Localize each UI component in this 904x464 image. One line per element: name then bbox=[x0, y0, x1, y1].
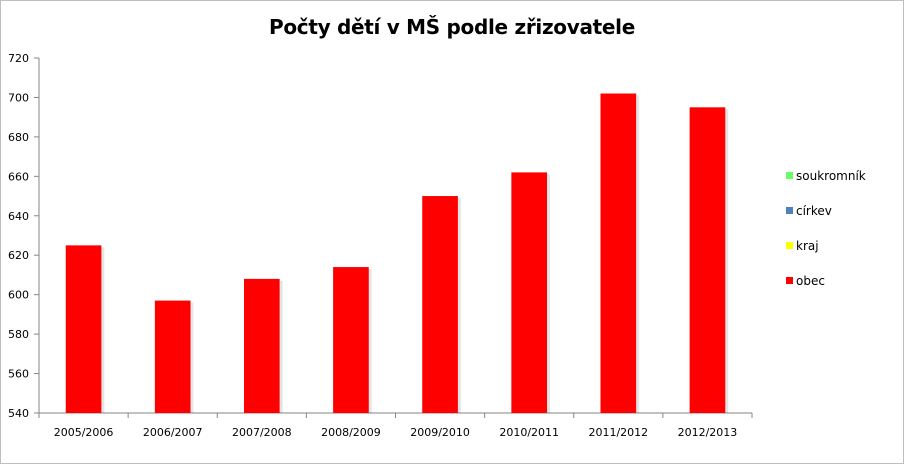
x-tick-label: 2007/2008 bbox=[232, 426, 292, 439]
bar-obec-2008/2009 bbox=[333, 267, 369, 413]
legend-swatch bbox=[786, 207, 793, 214]
x-tick-label: 2012/2013 bbox=[678, 426, 738, 439]
y-tick-label: 680 bbox=[8, 131, 29, 144]
legend-label: soukromník bbox=[796, 169, 866, 183]
y-tick-label: 720 bbox=[8, 52, 29, 65]
legend-item: soukromník bbox=[786, 169, 866, 183]
x-tick-label: 2009/2010 bbox=[410, 426, 470, 439]
chart-title: Počty dětí v MŠ podle zřizovatele bbox=[268, 15, 636, 39]
y-tick-label: 640 bbox=[8, 210, 29, 223]
x-tick-label: 2006/2007 bbox=[143, 426, 203, 439]
bar-obec-2012/2013 bbox=[689, 107, 726, 414]
x-tick-label: 2008/2009 bbox=[321, 426, 381, 439]
y-tick-label: 540 bbox=[8, 407, 29, 420]
bar-obec-2010/2011 bbox=[511, 172, 548, 413]
bar-obec-2011/2012 bbox=[600, 93, 637, 413]
legend-label: církev bbox=[796, 204, 832, 218]
x-tick-label: 2010/2011 bbox=[499, 426, 559, 439]
legend-label: kraj bbox=[796, 239, 819, 253]
bar-obec-2006/2007 bbox=[154, 300, 191, 413]
legend-swatch bbox=[786, 277, 793, 284]
y-tick-label: 600 bbox=[8, 289, 29, 302]
legend-item: obec bbox=[786, 274, 825, 288]
x-tick-label: 2005/2006 bbox=[54, 426, 114, 439]
legend-item: kraj bbox=[786, 239, 819, 253]
bar-obec-2009/2010 bbox=[422, 196, 458, 413]
legend-item: církev bbox=[786, 204, 832, 218]
bar-obec-2005/2006 bbox=[65, 245, 102, 413]
legend-label: obec bbox=[796, 274, 825, 288]
bar-obec-2007/2008 bbox=[243, 278, 280, 413]
legend-swatch bbox=[786, 172, 793, 179]
x-tick-label: 2011/2012 bbox=[588, 426, 648, 439]
y-tick-label: 660 bbox=[8, 170, 29, 183]
y-tick-label: 560 bbox=[8, 368, 29, 381]
y-tick-label: 620 bbox=[8, 249, 29, 262]
legend-swatch bbox=[786, 242, 793, 249]
y-tick-label: 700 bbox=[8, 91, 29, 104]
y-tick-label: 580 bbox=[8, 328, 29, 341]
